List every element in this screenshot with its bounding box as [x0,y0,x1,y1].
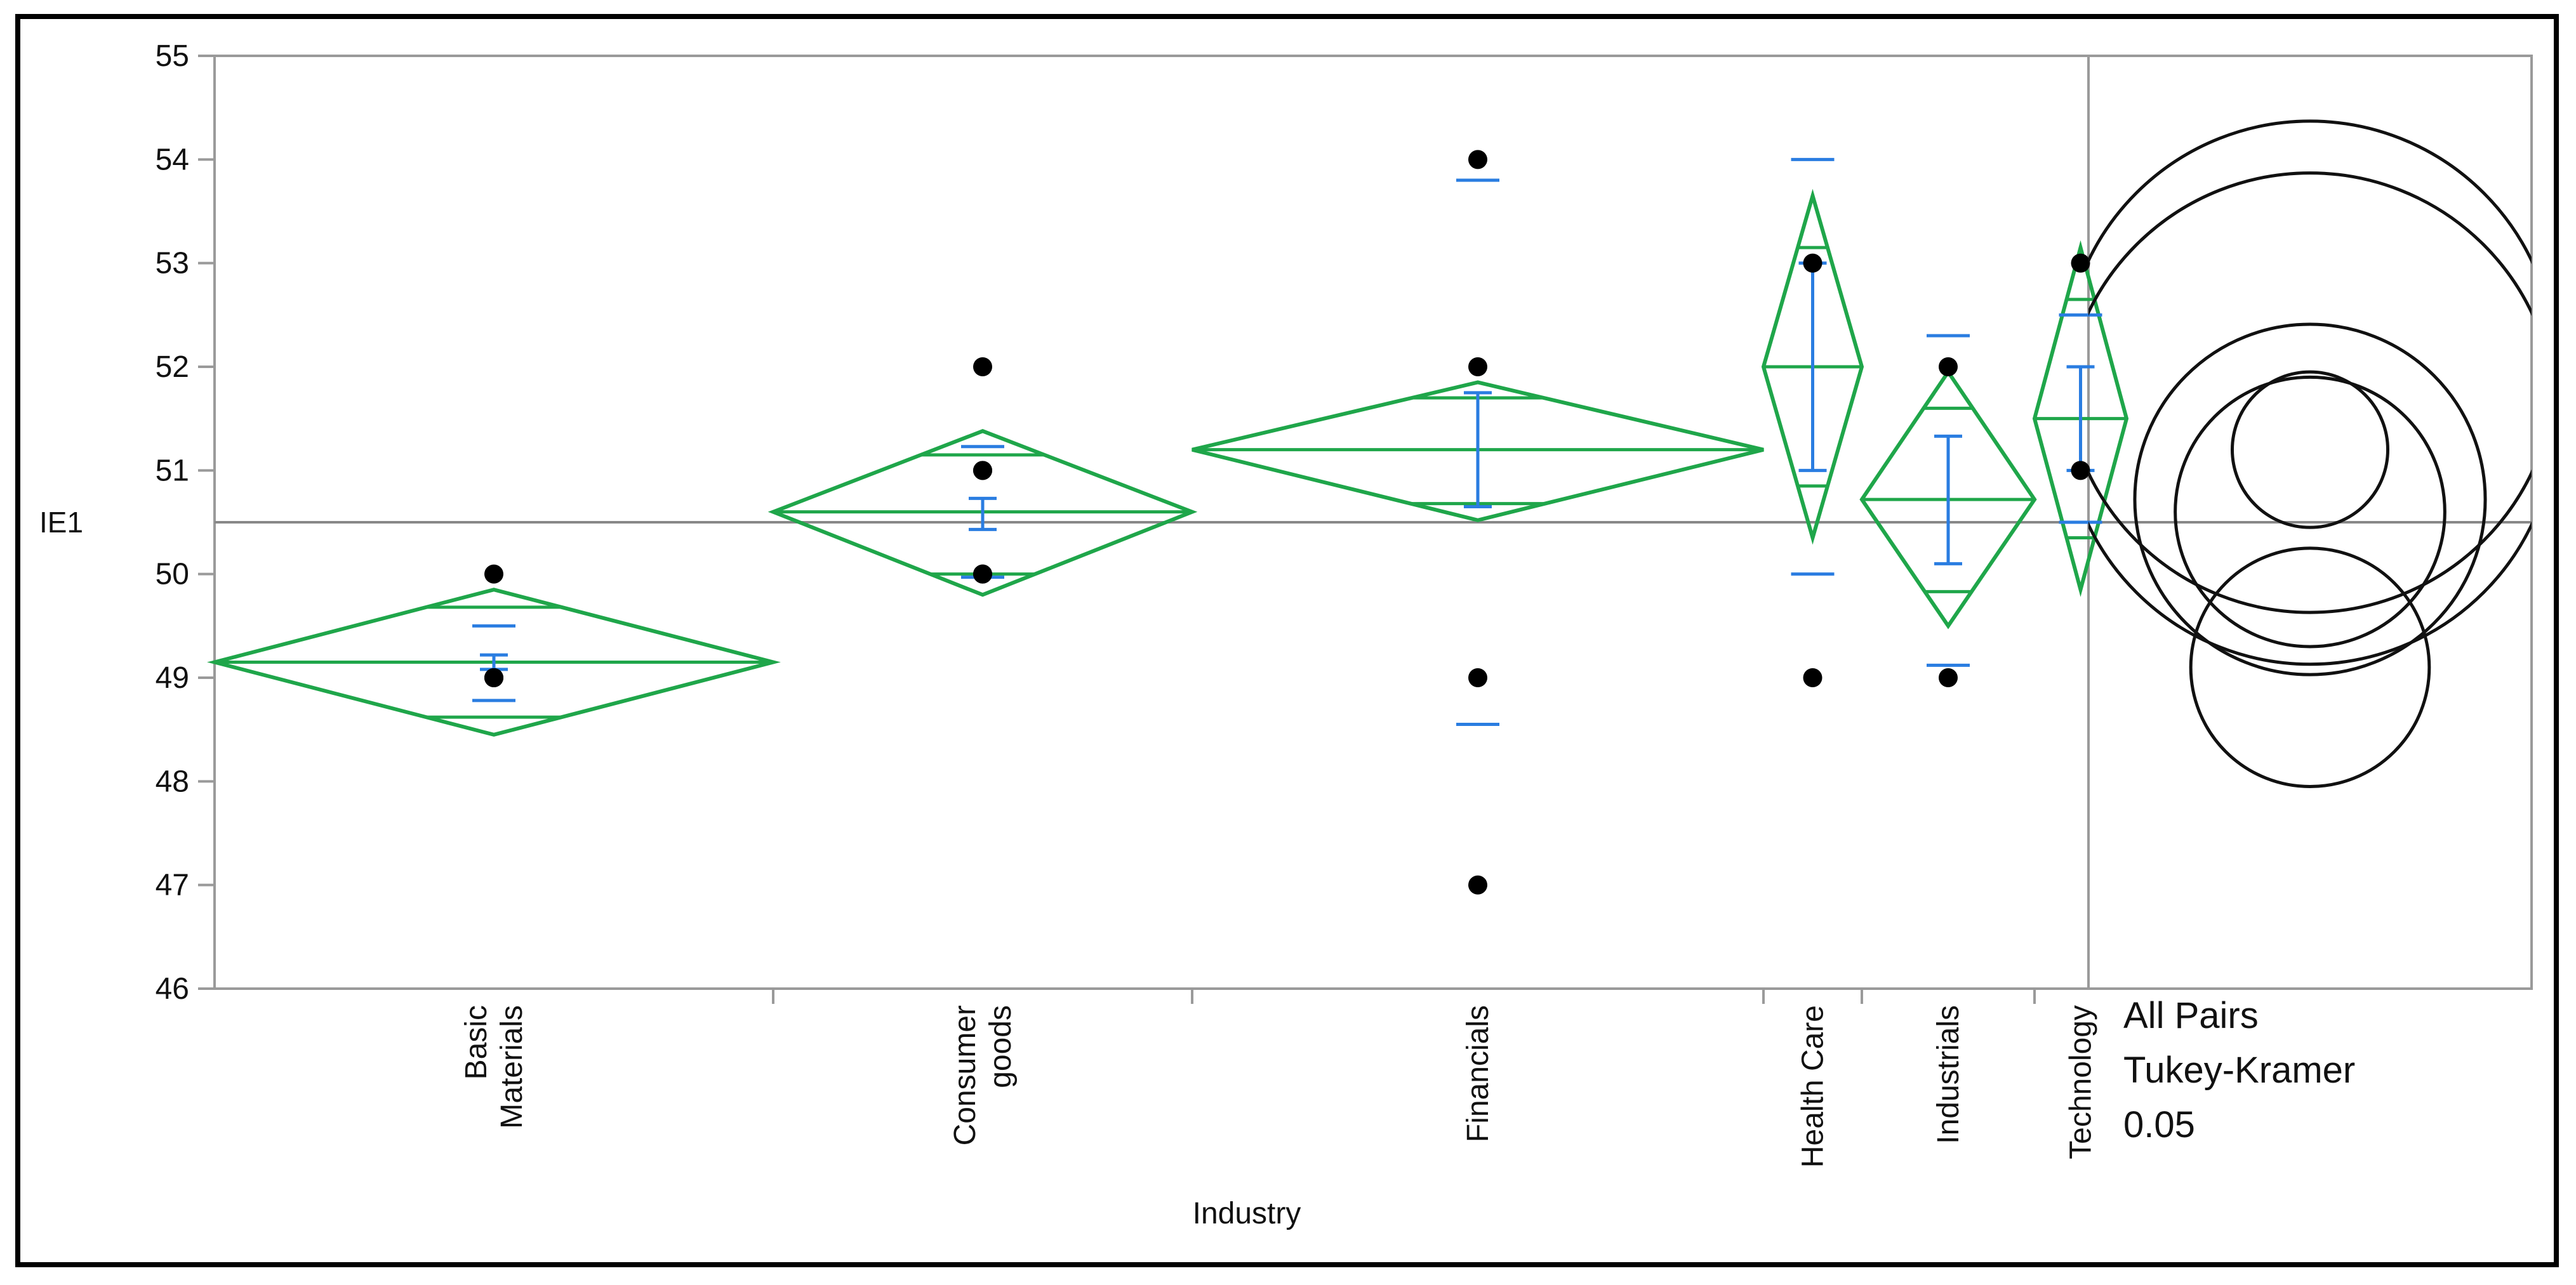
x-category-label-line: Materials [495,1005,529,1129]
comparison-method-label: All Pairs [2123,995,2259,1036]
x-category-label-line: Health Care [1796,1005,1830,1168]
group-industrials [1859,334,2037,687]
x-category-label: Consumergoods [948,1005,1018,1145]
x-category-label: Health Care [1796,1005,1830,1168]
y-tick-label: 55 [156,39,189,73]
x-axis-label: Industry [1193,1197,1301,1230]
group-basic-materials [207,564,781,737]
data-point [973,461,992,480]
x-category-label-line: Consumer [948,1005,982,1145]
y-tick-label: 52 [156,350,189,384]
data-point [1803,668,1822,687]
x-category-label-line: Industrials [1932,1005,1965,1144]
data-point [1468,357,1487,376]
data-point [973,357,992,376]
y-tick-label: 48 [156,765,189,798]
comparison-circles [2088,119,2532,788]
x-category-label: Industrials [1932,1005,1965,1144]
data-point [1468,875,1487,895]
x-category-label: Technology [2064,1005,2098,1159]
y-tick-label: 50 [156,558,189,591]
y-tick-label: 47 [156,869,189,902]
data-point [1939,668,1958,687]
comparison-method-label: Tukey-Kramer [2123,1050,2355,1091]
data-point [1803,253,1822,273]
figure-border [15,14,2559,1267]
data-point [1468,150,1487,169]
comparison-circle [2231,370,2389,529]
comparison-circle [2133,322,2487,676]
comparison-circle [2174,375,2447,649]
data-point [2071,461,2090,480]
data-point [973,564,992,584]
group-consumer-goods [767,357,1198,597]
y-tick-label: 54 [156,143,189,176]
y-tick-label: 49 [156,661,189,695]
y-tick-label: 51 [156,454,189,487]
group-health-care [1761,157,1864,687]
comparison-method-label: 0.05 [2123,1104,2195,1145]
comparison-circle [2088,119,2532,614]
x-category-label: BasicMaterials [460,1005,529,1129]
x-category-label-line: goods [984,1005,1018,1088]
comparison-circle [2088,171,2532,666]
data-point [484,564,503,584]
y-axis-label: IE1 [39,506,83,539]
data-point [484,668,503,687]
x-category-label-line: Basic [460,1005,493,1079]
y-tick-label: 46 [156,972,189,1006]
y-tick-label: 53 [156,247,189,280]
group-financials [1192,150,1764,895]
data-point [1468,668,1487,687]
data-point [1939,357,1958,376]
data-point [2071,253,2090,273]
x-category-label-line: Financials [1461,1005,1495,1142]
comparison-circle [2189,546,2431,788]
group-technology [2032,240,2129,597]
x-category-label: Financials [1461,1005,1495,1142]
x-category-label-line: Technology [2064,1005,2098,1159]
